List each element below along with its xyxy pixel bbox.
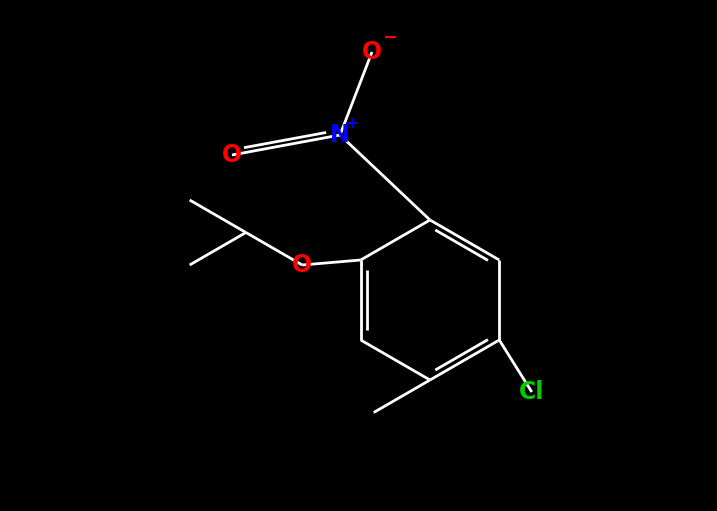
Text: Cl: Cl [519,380,544,404]
Text: O: O [362,40,382,64]
Text: N: N [330,123,350,147]
Text: O: O [292,253,313,277]
Text: O: O [222,143,242,167]
Text: +: + [346,115,358,130]
Text: −: − [382,29,397,47]
